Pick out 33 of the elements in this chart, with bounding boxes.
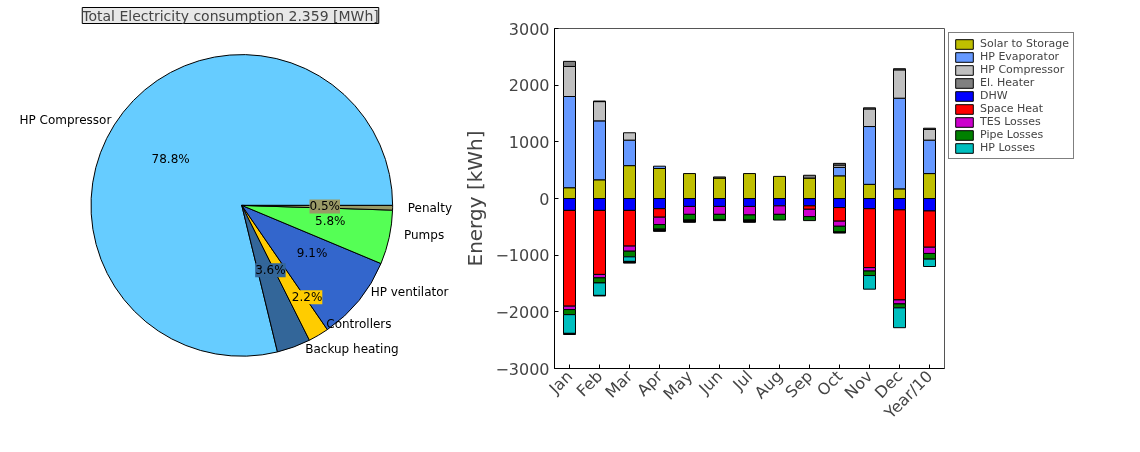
legend-label: HP Losses: [980, 141, 1036, 154]
legend-label: DHW: [980, 89, 1008, 102]
y-tick-label: 0: [539, 189, 550, 209]
legend-label: El. Heater: [980, 76, 1035, 89]
data-label: 0.5%: [309, 199, 341, 214]
data-label: 78.8%: [151, 151, 190, 166]
legend-label: HP Compressor: [980, 63, 1065, 76]
data-label: 9.1%: [296, 245, 328, 260]
y-tick-label: −1000: [495, 246, 550, 266]
slice-label: HP Compressor: [19, 113, 112, 128]
data-label: 2.2%: [291, 290, 323, 305]
legend-label: HP Evaporator: [980, 50, 1060, 63]
data-label: 3.6%: [255, 263, 286, 278]
slice-label: Backup heating: [305, 342, 399, 357]
legend-label: Solar to Storage: [980, 37, 1070, 50]
y-tick-label: 2000: [508, 76, 550, 96]
bar: [893, 307, 906, 329]
y-tick-label: −3000: [495, 359, 550, 379]
y-tick-label: 3000: [508, 19, 550, 39]
x-tick-label: Jul: [728, 366, 757, 395]
data-label: 5.8%: [315, 214, 346, 229]
legend-label: TES Losses: [980, 115, 1041, 128]
legend-label: Pipe Losses: [980, 128, 1044, 141]
slice-label: Pumps: [403, 227, 445, 242]
bar: [653, 228, 666, 232]
y-axis-title: Energy [kWh]: [463, 130, 488, 267]
slice-label: Penalty: [407, 200, 452, 215]
y-tick-label: 1000: [508, 132, 550, 152]
y-tick-label: −2000: [495, 302, 550, 322]
legend-label: Space Heat: [980, 102, 1044, 115]
slice-label: HP ventilator: [370, 285, 449, 300]
x-tick-label: Mar: [601, 366, 637, 402]
x-tick-label: Jun: [694, 366, 727, 399]
